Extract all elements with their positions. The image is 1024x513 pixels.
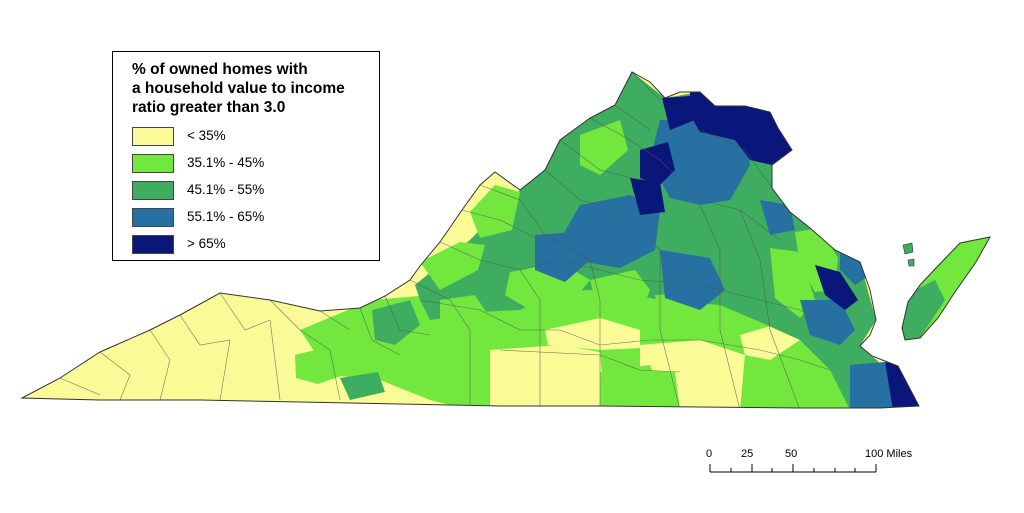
legend-title-line-3: ratio greater than 3.0 [132, 99, 286, 116]
region-fairfax-loudoun [690, 92, 792, 165]
legend-swatch-class-1 [132, 127, 174, 146]
region-northwest-navy [662, 96, 695, 130]
scale-bar: 0 25 50 100 Miles [700, 448, 915, 478]
tangier-island [902, 242, 915, 267]
region-piedmont-2 [590, 270, 650, 318]
legend-label-class-5: > 65% [187, 236, 226, 251]
legend-title: % of owned homes with a household value … [132, 60, 377, 117]
region-virginia-beach [885, 362, 919, 408]
region-central-blue-2 [535, 232, 590, 282]
scale-label-0: 0 [706, 448, 713, 460]
region-richmond-area [660, 250, 725, 310]
virginia-outline [20, 71, 920, 409]
scale-label-100-miles: 100 Miles [865, 448, 913, 460]
legend-label-class-2: 35.1% - 45% [187, 155, 265, 170]
legend-title-line-1: % of owned homes with [132, 61, 308, 78]
region-valley-1 [470, 185, 520, 238]
scale-label-50: 50 [785, 448, 798, 460]
region-tidewater-navy [815, 265, 858, 310]
legend-label-class-4: 55.1% - 65% [187, 209, 265, 224]
region-south-green-4 [600, 365, 668, 408]
region-southside-b [640, 340, 745, 408]
scale-label-25: 25 [741, 448, 754, 460]
region-southeast-blue [850, 362, 893, 408]
legend-title-line-2: a household value to income [132, 80, 345, 97]
region-southwest-green-2 [340, 372, 385, 400]
region-valley-3 [580, 120, 628, 175]
scale-bar-graphic [709, 464, 877, 473]
region-culpeper-navy [630, 178, 665, 215]
region-central-blue-1 [560, 195, 660, 268]
legend-swatch-class-3 [132, 181, 174, 200]
region-southwest-green [295, 345, 352, 384]
legend-swatch-class-4 [132, 208, 174, 227]
map-legend: % of owned homes with a household value … [112, 51, 380, 261]
region-southside-c [545, 318, 640, 350]
legend-swatch-class-5 [132, 235, 174, 254]
region-southside-a [490, 345, 605, 408]
legend-label-class-1: < 35% [187, 128, 226, 143]
legend-label-class-3: 45.1% - 55% [187, 182, 265, 197]
region-tidewater-blue [800, 300, 855, 345]
county-boundaries [59, 72, 841, 408]
legend-swatch-class-2 [132, 154, 174, 173]
eastern-shore-outline [901, 236, 991, 341]
region-east-blue-strip [760, 200, 795, 235]
region-piedmont-3 [440, 295, 490, 340]
region-valley-2 [420, 242, 485, 290]
region-southwest-green-3 [372, 300, 420, 345]
